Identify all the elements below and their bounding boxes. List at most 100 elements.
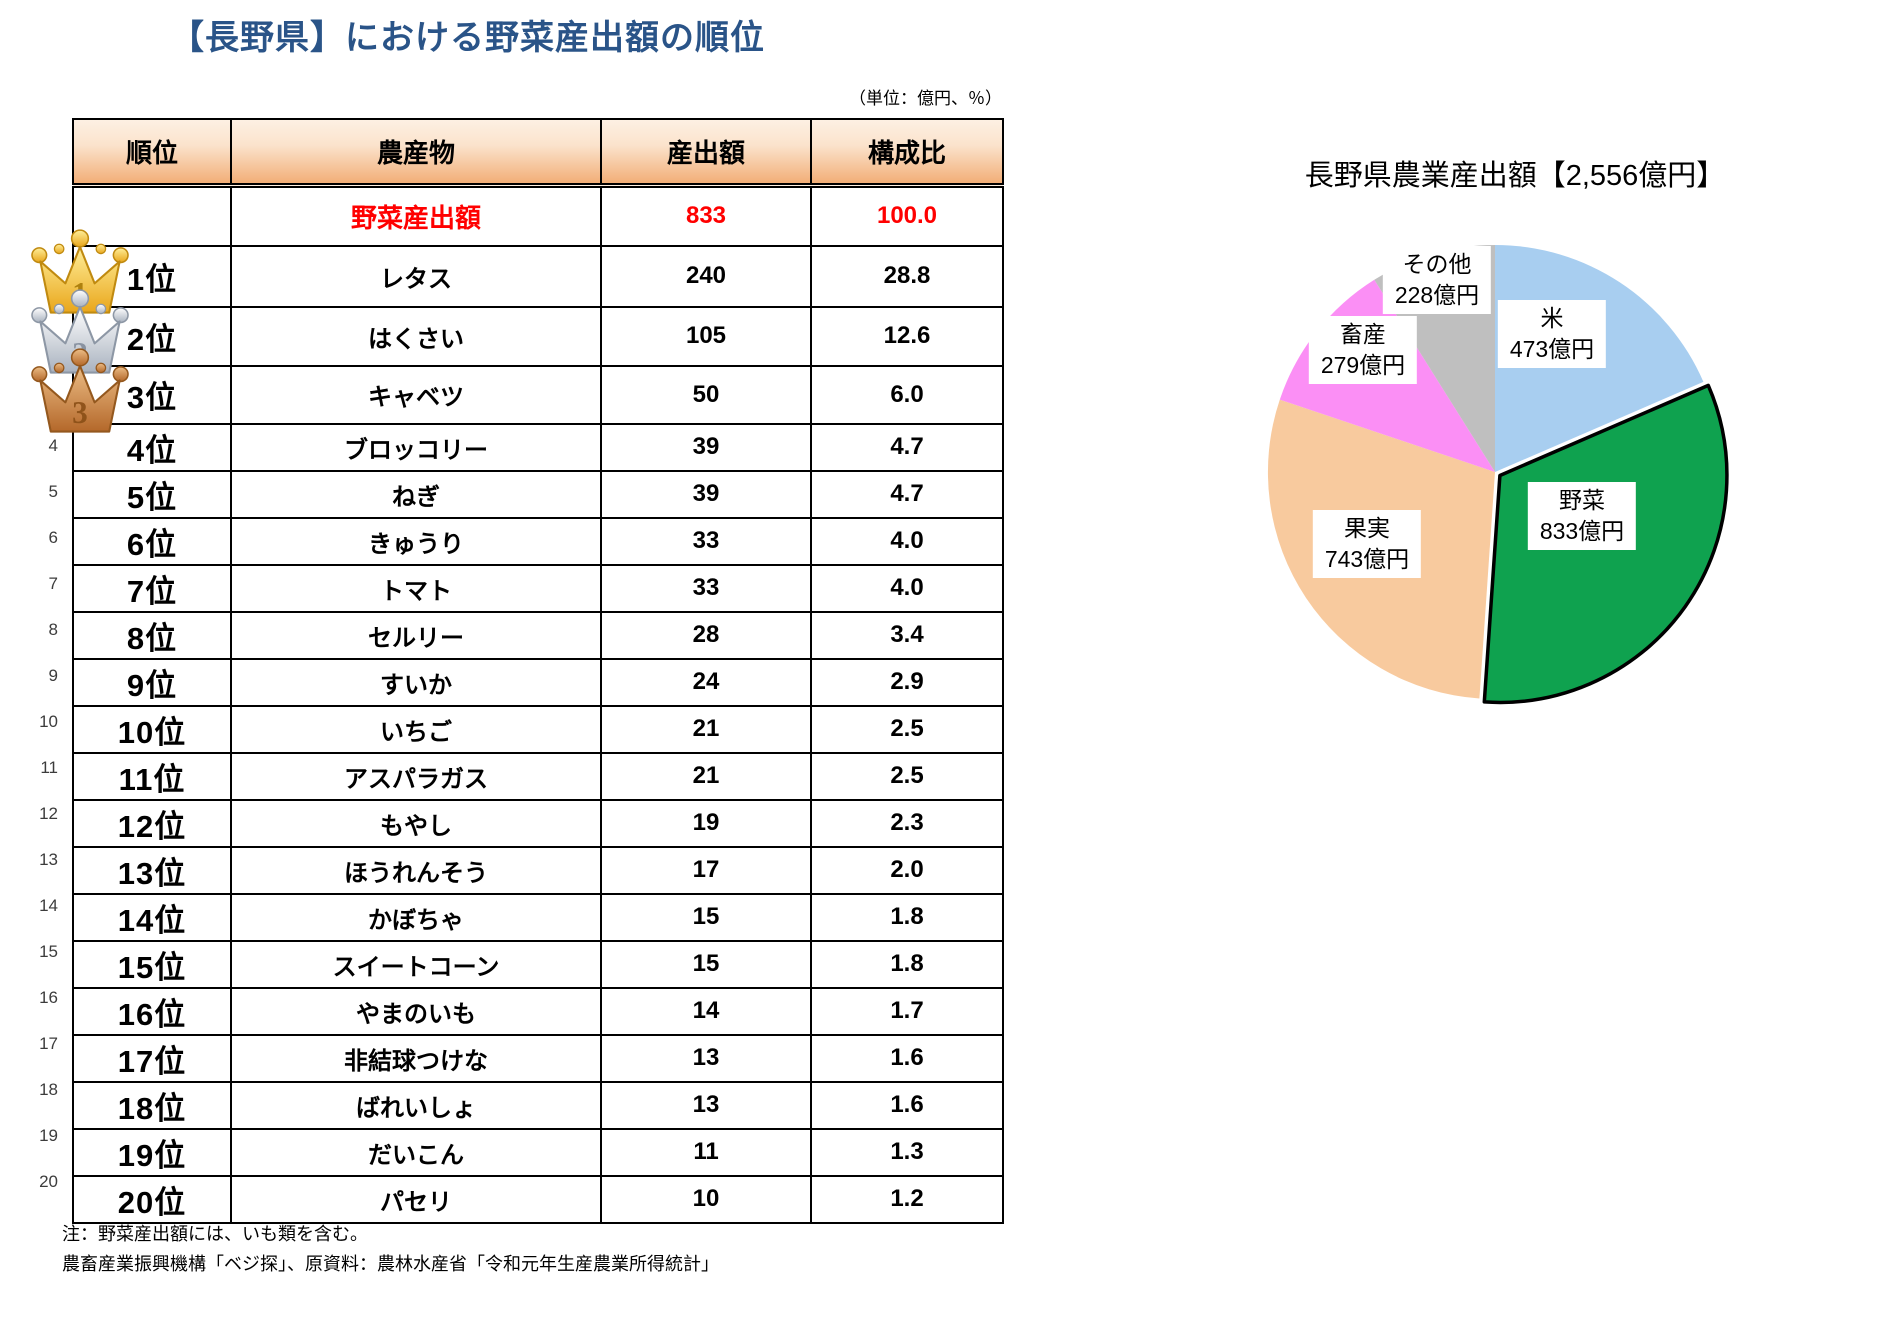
table-row: 19位 だいこん 11 1.3 xyxy=(72,1127,1004,1177)
table-row: 2位 はくさい 105 12.6 xyxy=(72,305,1004,367)
header-rank: 順位 xyxy=(72,118,232,188)
value-cell: 15 xyxy=(600,892,812,942)
svg-text:3: 3 xyxy=(72,395,88,430)
row-margin-number: 5 xyxy=(48,482,58,501)
table-row: 15位 スイートコーン 15 1.8 xyxy=(72,939,1004,989)
pie-chart xyxy=(1267,244,1729,705)
product-cell: いちご xyxy=(230,704,602,754)
table-row: 1位 レタス 240 28.8 xyxy=(72,244,1004,308)
share-cell: 4.0 xyxy=(810,563,1004,613)
product-cell: レタス xyxy=(230,244,602,308)
product-cell: セルリー xyxy=(230,610,602,660)
vegetable-total-row: 野菜産出額 833 100.0 xyxy=(72,184,1004,247)
rank-cell: 15位 xyxy=(72,939,232,989)
share-cell: 1.6 xyxy=(810,1033,1004,1083)
row-margin-number: 14 xyxy=(39,896,58,915)
table-row: 6位 きゅうり 33 4.0 xyxy=(72,516,1004,566)
rank-cell: 12位 xyxy=(72,798,232,848)
pie-slice-value: 833億円 xyxy=(1539,518,1625,544)
table-row: 17位 非結球つけな 13 1.6 xyxy=(72,1033,1004,1083)
row-margin-number: 6 xyxy=(48,528,58,547)
header-value: 産出額 xyxy=(600,118,812,188)
pie-slice-name: 野菜 xyxy=(1559,487,1605,513)
table-row: 9位 すいか 24 2.9 xyxy=(72,657,1004,707)
row-margin-number: 15 xyxy=(39,942,58,961)
header-product: 農産物 xyxy=(230,118,602,188)
table-row: 4位 ブロッコリー 39 4.7 xyxy=(72,422,1004,472)
note-line: 注：野菜産出額には、いも類を含む。 xyxy=(62,1224,368,1244)
rank-cell: 16位 xyxy=(72,986,232,1036)
pie-slice-label: 畜産 279億円 xyxy=(1308,316,1418,384)
value-cell: 33 xyxy=(600,516,812,566)
pie-slice-label: 野菜 833億円 xyxy=(1527,482,1637,550)
rank-cell: 14位 xyxy=(72,892,232,942)
pie-slice-name: 果実 xyxy=(1344,515,1390,541)
share-cell: 1.8 xyxy=(810,892,1004,942)
table-row: 20位 パセリ 10 1.2 xyxy=(72,1174,1004,1224)
row-margin-number: 16 xyxy=(39,988,58,1007)
value-cell: 19 xyxy=(600,798,812,848)
value-cell: 39 xyxy=(600,469,812,519)
table-row: 13位 ほうれんそう 17 2.0 xyxy=(72,845,1004,895)
pie-slice-value: 473億円 xyxy=(1509,336,1595,362)
share-cell: 3.4 xyxy=(810,610,1004,660)
rank-cell: 11位 xyxy=(72,751,232,801)
pie-slice-name: 米 xyxy=(1540,305,1564,331)
value-cell: 17 xyxy=(600,845,812,895)
share-cell: 1.7 xyxy=(810,986,1004,1036)
rank-cell: 7位 xyxy=(72,563,232,613)
table-row: 16位 やまのいも 14 1.7 xyxy=(72,986,1004,1036)
pie-slice-label: 米 473億円 xyxy=(1497,300,1607,368)
row-margin-number: 9 xyxy=(48,666,58,685)
value-cell: 105 xyxy=(600,305,812,367)
value-cell: 13 xyxy=(600,1033,812,1083)
value-cell: 24 xyxy=(600,657,812,707)
product-cell: すいか xyxy=(230,657,602,707)
table-row: 18位 ばれいしょ 13 1.6 xyxy=(72,1080,1004,1130)
value-cell: 21 xyxy=(600,704,812,754)
row-margin-number: 13 xyxy=(39,850,58,869)
table-row: 14位 かぼちゃ 15 1.8 xyxy=(72,892,1004,942)
share-cell: 4.0 xyxy=(810,516,1004,566)
row-margin-number: 10 xyxy=(39,712,58,731)
share-cell: 12.6 xyxy=(810,305,1004,367)
share-cell: 1.8 xyxy=(810,939,1004,989)
unit-note: （単位：億円、％） xyxy=(849,89,1002,108)
product-cell: ほうれんそう xyxy=(230,845,602,895)
row-margin-number: 18 xyxy=(39,1080,58,1099)
rank-cell: 18位 xyxy=(72,1080,232,1130)
rank-cell xyxy=(72,184,232,247)
value-cell: 10 xyxy=(600,1174,812,1224)
row-margin-number: 7 xyxy=(48,574,58,593)
pie-slice-value: 228億円 xyxy=(1394,282,1480,308)
value-cell: 50 xyxy=(600,364,812,425)
share-cell: 2.9 xyxy=(810,657,1004,707)
product-cell: 非結球つけな xyxy=(230,1033,602,1083)
rank-cell: 9位 xyxy=(72,657,232,707)
share-cell: 1.6 xyxy=(810,1080,1004,1130)
product-cell: パセリ xyxy=(230,1174,602,1224)
pie-slice-value: 743億円 xyxy=(1324,546,1410,572)
row-margin-number: 17 xyxy=(39,1034,58,1053)
row-margin-number: 11 xyxy=(40,758,58,777)
share-cell: 1.2 xyxy=(810,1174,1004,1224)
share-cell: 4.7 xyxy=(810,469,1004,519)
product-cell: だいこん xyxy=(230,1127,602,1177)
row-margin-number: 12 xyxy=(39,804,58,823)
row-margin-number: 19 xyxy=(39,1126,58,1145)
share-cell: 6.0 xyxy=(810,364,1004,425)
table-header-row: 順位 農産物 産出額 構成比 xyxy=(72,118,1004,188)
share-cell: 4.7 xyxy=(810,422,1004,472)
value-cell: 833 xyxy=(600,184,812,247)
share-cell: 100.0 xyxy=(810,184,1004,247)
share-cell: 2.3 xyxy=(810,798,1004,848)
row-margin-number: 20 xyxy=(39,1172,58,1191)
pie-chart-area: 米 473億円 野菜 833億円 果実 743億円 畜産 279億円 その他 228億円 xyxy=(1240,220,1790,740)
table-row: 5位 ねぎ 39 4.7 xyxy=(72,469,1004,519)
value-cell: 13 xyxy=(600,1080,812,1130)
product-cell: ばれいしょ xyxy=(230,1080,602,1130)
row-margin-number: 4 xyxy=(48,436,58,455)
product-cell: もやし xyxy=(230,798,602,848)
rank-cell: 19位 xyxy=(72,1127,232,1177)
